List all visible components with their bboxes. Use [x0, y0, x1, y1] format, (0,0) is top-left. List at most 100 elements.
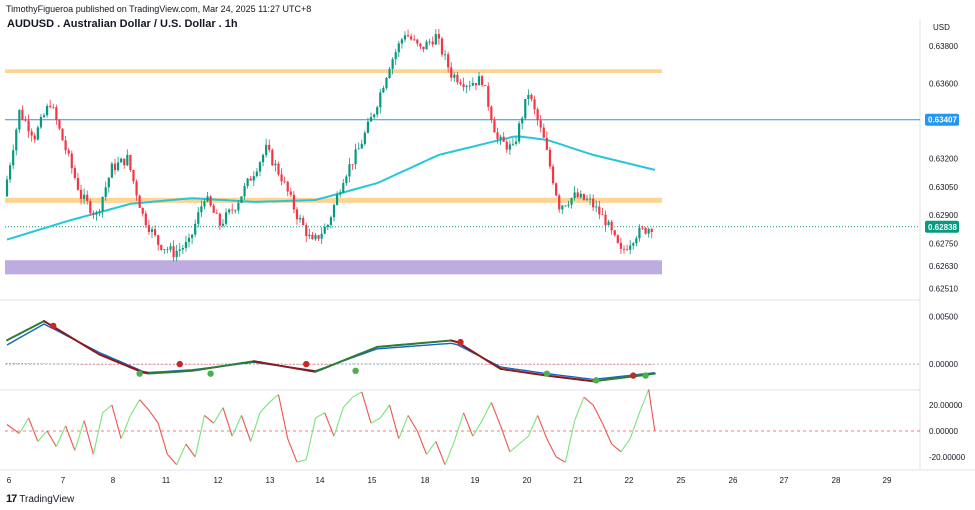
- oscillator-segment: [361, 391, 372, 424]
- candle-body: [632, 243, 635, 246]
- macd-line-segment: [141, 371, 150, 375]
- candle-body: [524, 98, 527, 119]
- macd-histogram-bar: [435, 363, 437, 365]
- candle-body: [379, 92, 382, 108]
- macd-histogram-bar: [379, 363, 381, 365]
- time-tick-label: 19: [471, 476, 480, 485]
- oscillator-segment: [490, 402, 502, 427]
- candle-body: [480, 76, 484, 86]
- macd-histogram-bar: [283, 364, 286, 365]
- price-tick-label: 0.63600: [929, 79, 958, 88]
- candle-body: [15, 129, 18, 151]
- macd-histogram-bar: [188, 364, 190, 365]
- time-tick-label: 26: [729, 476, 738, 485]
- macd-histogram-bar: [83, 364, 85, 365]
- macd-histogram-bar: [583, 364, 585, 365]
- candle-body: [175, 250, 178, 258]
- time-tick-label: 27: [780, 476, 789, 485]
- oscillator-segment: [240, 415, 252, 442]
- candle-body: [462, 84, 465, 88]
- macd-histogram-bar: [462, 363, 465, 365]
- macd-histogram-bar: [481, 363, 483, 365]
- macd-signal-line: [6, 323, 655, 381]
- oscillator-segment: [407, 415, 418, 432]
- macd-histogram-bar: [52, 363, 54, 365]
- attribution-text: TimothyFigueroa published on TradingView…: [6, 4, 312, 14]
- macd-histogram-bar: [419, 363, 421, 365]
- macd-histogram-bar: [626, 364, 628, 365]
- macd-line-segment: [345, 355, 354, 361]
- macd-line-segment: [567, 377, 576, 381]
- macd-histogram-bar: [530, 364, 533, 365]
- macd-line-segment: [616, 376, 625, 380]
- macd-line-segment: [635, 374, 644, 377]
- oscillator-segment: [463, 412, 474, 437]
- time-tick-label: 14: [316, 476, 325, 485]
- macd-line-segment: [505, 368, 514, 372]
- candle-body: [144, 213, 147, 226]
- macd-histogram-bar: [43, 363, 45, 365]
- candle-body: [369, 117, 373, 122]
- oscillator-segment: [564, 420, 576, 463]
- candle-body: [555, 183, 558, 196]
- candle-body: [194, 223, 197, 235]
- macd-line-segment: [104, 356, 113, 361]
- candle-body: [650, 229, 653, 232]
- candle-body: [376, 107, 379, 115]
- macd-histogram-bar: [407, 363, 409, 365]
- candle-body: [36, 127, 39, 140]
- macd-line-segment: [413, 342, 422, 345]
- candle-body: [335, 194, 339, 205]
- hline-badge-label: 0.63407: [928, 116, 957, 125]
- candle-body: [625, 249, 629, 251]
- macd-line-segment: [351, 353, 360, 358]
- candle-body: [363, 132, 366, 144]
- macd-histogram-bar: [552, 364, 554, 365]
- candle-body: [289, 191, 292, 195]
- macd-line-segment: [12, 332, 21, 339]
- candle-body: [638, 227, 641, 239]
- macd-histogram-bar: [74, 363, 76, 365]
- oscillator-segment: [268, 394, 279, 403]
- macd-histogram-bar: [299, 364, 301, 365]
- macd-tick-label: 0.00000: [929, 360, 958, 369]
- macd-histogram-bar: [357, 363, 360, 365]
- macd-line-segment: [110, 358, 120, 364]
- candle-body: [320, 233, 323, 239]
- time-tick-label: 25: [677, 476, 686, 485]
- time-tick-label: 22: [625, 476, 634, 485]
- candle-body: [373, 114, 376, 118]
- macd-histogram-bar: [505, 364, 508, 365]
- candle-body: [181, 248, 184, 250]
- candle-body: [579, 193, 582, 198]
- oscillator-segment: [601, 422, 613, 445]
- macd-line-segment: [388, 344, 397, 347]
- oscillator-segment: [537, 415, 548, 440]
- macd-histogram-bar: [632, 364, 634, 365]
- macd-line-segment: [425, 341, 434, 344]
- macd-line-segment: [61, 331, 70, 337]
- macd-histogram-bar: [249, 363, 252, 365]
- candle-body: [261, 154, 265, 163]
- oscillator-segment: [102, 404, 113, 414]
- time-tick-label: 12: [214, 476, 223, 485]
- macd-line-segment: [382, 344, 391, 348]
- macd-line-segment: [363, 348, 373, 353]
- candle-body: [101, 196, 104, 212]
- macd-histogram-bar: [40, 363, 42, 365]
- macd-line-segment: [431, 340, 440, 344]
- candle-body: [567, 204, 570, 206]
- macd-histogram-bar: [589, 364, 591, 365]
- candle-body: [456, 74, 459, 83]
- oscillator-pane: [5, 389, 920, 466]
- macd-line-segment: [357, 350, 366, 356]
- macd-histogram-bar: [444, 363, 446, 365]
- price-zones: [5, 69, 920, 275]
- candle-body: [27, 120, 30, 132]
- currency-label: USD: [933, 23, 950, 32]
- candle-body: [447, 54, 450, 68]
- macd-histogram-bar: [558, 364, 560, 365]
- macd-line-segment: [228, 363, 237, 367]
- macd-histogram-bar: [536, 364, 539, 365]
